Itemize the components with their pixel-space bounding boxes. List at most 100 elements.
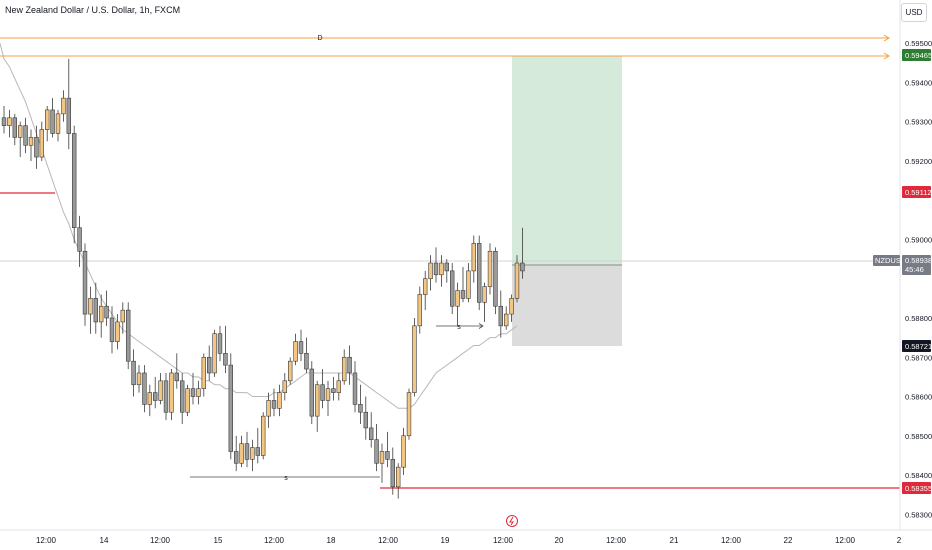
bullish-candle[interactable]	[314, 384, 320, 417]
bearish-candle[interactable]	[358, 404, 363, 413]
bullish-candle[interactable]	[266, 400, 271, 417]
bearish-candle[interactable]	[520, 262, 525, 272]
bearish-candle[interactable]	[104, 305, 109, 319]
bearish-candle[interactable]	[1, 117, 7, 126]
loss-zone[interactable]	[512, 265, 622, 346]
bearish-candle[interactable]	[331, 388, 336, 393]
bullish-candle[interactable]	[277, 392, 282, 409]
bullish-candle[interactable]	[212, 333, 217, 374]
bearish-candle[interactable]	[363, 411, 368, 429]
currency-button[interactable]: USD	[901, 3, 927, 22]
bearish-candle[interactable]	[320, 384, 325, 401]
bearish-candle[interactable]	[368, 427, 374, 441]
bullish-candle[interactable]	[196, 388, 201, 397]
bullish-candle[interactable]	[401, 435, 406, 468]
bearish-candle[interactable]	[309, 368, 314, 417]
bearish-candle[interactable]	[153, 392, 158, 401]
bearish-candle[interactable]	[498, 305, 503, 327]
bullish-candle[interactable]	[55, 113, 61, 134]
bearish-candle[interactable]	[93, 298, 99, 323]
bullish-candle[interactable]	[88, 298, 93, 315]
bearish-candle[interactable]	[72, 133, 77, 229]
bullish-candle[interactable]	[487, 250, 493, 287]
bullish-candle[interactable]	[439, 262, 444, 276]
bearish-candle[interactable]	[460, 290, 466, 299]
profit-zone[interactable]	[512, 56, 622, 265]
bearish-candle[interactable]	[217, 333, 223, 354]
bearish-candle[interactable]	[234, 451, 239, 464]
bearish-candle[interactable]	[385, 451, 390, 460]
bearish-candle[interactable]	[190, 388, 196, 397]
bearish-candle[interactable]	[374, 439, 379, 464]
bearish-candle[interactable]	[449, 270, 455, 307]
bullish-candle[interactable]	[39, 129, 45, 158]
bullish-candle[interactable]	[61, 97, 66, 115]
bullish-candle[interactable]	[287, 360, 293, 382]
bearish-candle[interactable]	[66, 97, 72, 134]
bearish-candle[interactable]	[23, 125, 28, 146]
bullish-candle[interactable]	[250, 447, 255, 460]
lightning-icon[interactable]	[506, 515, 518, 527]
bearish-candle[interactable]	[298, 341, 304, 354]
bullish-candle[interactable]	[471, 243, 476, 272]
bullish-candle[interactable]	[201, 356, 206, 389]
bearish-candle[interactable]	[476, 243, 482, 303]
bullish-candle[interactable]	[336, 380, 341, 393]
bearish-candle[interactable]	[223, 353, 228, 366]
bullish-candle[interactable]	[120, 309, 126, 323]
bullish-candle[interactable]	[325, 388, 331, 401]
bullish-candle[interactable]	[239, 443, 244, 464]
bullish-candle[interactable]	[260, 415, 266, 456]
bearish-candle[interactable]	[109, 317, 115, 342]
bullish-candle[interactable]	[185, 388, 190, 413]
bullish-candle[interactable]	[514, 262, 520, 299]
bearish-candle[interactable]	[352, 372, 358, 405]
time-axis[interactable]: 12:00 14 12:00 15 12:00 18 12:00 19 12:00 20 12:00…	[36, 536, 902, 545]
bearish-candle[interactable]	[255, 447, 260, 456]
bullish-candle[interactable]	[147, 392, 152, 405]
bullish-candle[interactable]	[17, 125, 23, 138]
bullish-candle[interactable]	[99, 305, 104, 323]
bullish-candle[interactable]	[503, 313, 509, 327]
bullish-candle[interactable]	[406, 392, 412, 437]
bearish-candle[interactable]	[50, 109, 55, 134]
bullish-candle[interactable]	[417, 294, 422, 327]
bullish-candle[interactable]	[412, 325, 417, 393]
bullish-candle[interactable]	[422, 278, 428, 295]
bullish-candle[interactable]	[136, 372, 142, 386]
bearish-candle[interactable]	[34, 137, 39, 158]
bearish-candle[interactable]	[271, 400, 277, 409]
bearish-candle[interactable]	[131, 360, 136, 386]
bullish-candle[interactable]	[482, 286, 487, 303]
bullish-candle[interactable]	[282, 380, 287, 393]
bearish-candle[interactable]	[347, 356, 352, 374]
bearish-candle[interactable]	[228, 364, 233, 452]
bearish-candle[interactable]	[163, 380, 169, 413]
bearish-candle[interactable]	[180, 380, 185, 413]
bearish-candle[interactable]	[390, 459, 395, 488]
bearish-candle[interactable]	[304, 353, 309, 370]
price-axis[interactable]: 0.59500 0.59400 0.59300 0.59200 0.59000 0.588…	[905, 39, 932, 519]
bullish-candle[interactable]	[169, 372, 174, 413]
bearish-candle[interactable]	[142, 372, 147, 405]
bearish-candle[interactable]	[126, 309, 131, 362]
bullish-candle[interactable]	[395, 466, 401, 488]
bullish-candle[interactable]	[158, 380, 163, 401]
bearish-candle[interactable]	[493, 250, 498, 307]
bearish-candle[interactable]	[82, 250, 88, 315]
bearish-candle[interactable]	[12, 117, 17, 138]
candles[interactable]	[1, 58, 525, 499]
bearish-candle[interactable]	[174, 372, 179, 382]
bearish-candle[interactable]	[244, 443, 250, 460]
bearish-candle[interactable]	[77, 227, 82, 252]
bullish-candle[interactable]	[428, 262, 433, 280]
bullish-candle[interactable]	[7, 117, 12, 126]
bearish-candle[interactable]	[433, 262, 439, 276]
bullish-candle[interactable]	[115, 321, 120, 342]
bearish-candle[interactable]	[207, 356, 212, 374]
bullish-candle[interactable]	[293, 341, 298, 362]
bullish-candle[interactable]	[455, 290, 460, 307]
bullish-candle[interactable]	[466, 270, 471, 299]
